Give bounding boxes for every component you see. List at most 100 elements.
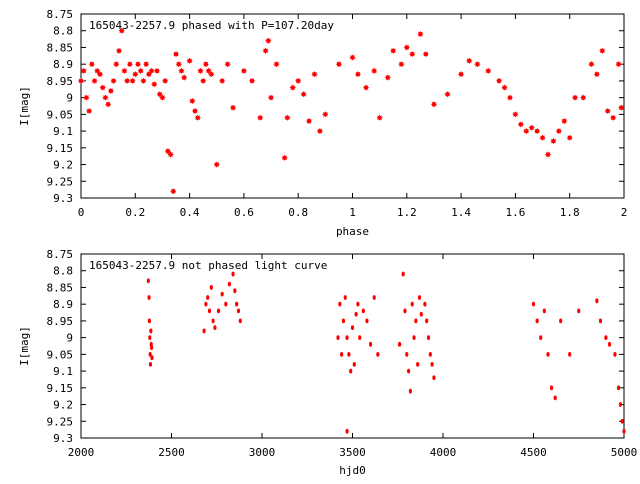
data-point xyxy=(474,60,481,68)
data-point xyxy=(336,335,340,341)
data-point xyxy=(227,281,232,287)
data-point xyxy=(506,94,514,101)
data-point xyxy=(618,104,625,111)
data-point xyxy=(147,318,152,324)
data-point xyxy=(110,77,117,85)
data-point xyxy=(580,94,587,101)
data-point xyxy=(300,91,307,98)
data-point xyxy=(273,60,280,68)
data-point xyxy=(340,351,344,357)
data-point xyxy=(361,308,365,314)
x-tick-label: 0.2 xyxy=(125,206,145,219)
data-point xyxy=(495,77,503,85)
plot-frame xyxy=(80,13,625,199)
data-point xyxy=(186,57,193,65)
data-point xyxy=(305,117,313,125)
data-point xyxy=(616,385,621,391)
data-point xyxy=(397,341,402,347)
data-point xyxy=(189,97,196,105)
y-tick-label: 9.2 xyxy=(53,399,73,412)
data-point xyxy=(354,71,362,78)
x-tick-label: 0.8 xyxy=(288,206,308,219)
x-tick-label: 1 xyxy=(349,206,356,219)
data-point xyxy=(335,60,343,68)
x-tick-label: 3500 xyxy=(339,446,366,459)
y-tick-label: 9 xyxy=(66,92,73,105)
data-point xyxy=(535,318,539,324)
data-point xyxy=(430,101,438,108)
data-point xyxy=(338,301,342,307)
data-point xyxy=(422,50,429,58)
y-axis-label: I[mag] xyxy=(18,326,31,366)
data-point xyxy=(153,67,161,75)
data-point xyxy=(172,50,180,58)
data-point xyxy=(104,101,112,108)
data-point xyxy=(197,67,204,75)
x-axis-label: phase xyxy=(336,225,369,238)
data-point xyxy=(604,335,608,341)
data-point xyxy=(457,71,465,78)
data-point xyxy=(533,127,541,135)
data-point xyxy=(121,67,128,75)
data-point xyxy=(390,47,397,54)
data-point xyxy=(194,114,201,121)
data-point xyxy=(539,335,543,341)
data-point xyxy=(129,77,136,85)
data-point xyxy=(604,107,611,115)
data-point xyxy=(409,50,416,58)
data-point xyxy=(211,318,215,324)
data-point xyxy=(365,318,369,324)
data-point xyxy=(267,94,275,101)
y-tick-label: 9.2 xyxy=(53,159,73,172)
data-point xyxy=(384,74,391,81)
y-tick-label: 8.95 xyxy=(47,75,74,88)
data-point xyxy=(417,295,422,300)
data-point xyxy=(410,301,414,307)
data-point xyxy=(207,308,212,314)
data-point xyxy=(517,121,525,128)
data-point xyxy=(523,127,530,135)
data-point xyxy=(345,335,349,341)
data-point xyxy=(148,67,155,75)
data-point xyxy=(403,44,410,51)
data-point xyxy=(224,60,231,68)
data-point xyxy=(349,54,356,61)
y-tick-label: 9 xyxy=(66,332,73,345)
x-tick-label: 1.6 xyxy=(505,206,525,219)
data-point xyxy=(216,308,221,314)
data-point xyxy=(147,295,151,300)
data-point xyxy=(220,291,224,297)
data-point xyxy=(550,385,554,391)
data-point xyxy=(539,134,546,141)
y-tick-label: 8.85 xyxy=(47,281,74,294)
y-tick-label: 9.05 xyxy=(47,348,74,361)
data-point xyxy=(151,81,158,88)
data-point xyxy=(559,318,563,324)
data-point xyxy=(347,351,351,357)
y-axis-label: I[mag] xyxy=(18,86,31,126)
y-tick-label: 8.9 xyxy=(53,298,73,311)
y-tick-label: 8.9 xyxy=(53,58,73,71)
data-point xyxy=(550,137,557,145)
data-point xyxy=(352,362,356,367)
data-point xyxy=(322,111,329,118)
data-point xyxy=(414,318,418,324)
data-point xyxy=(316,127,324,135)
data-point xyxy=(615,60,622,68)
data-point xyxy=(423,301,427,307)
y-tick-label: 9.3 xyxy=(53,432,73,445)
y-tick-label: 9.25 xyxy=(47,175,74,188)
data-point xyxy=(77,77,85,85)
data-point xyxy=(209,285,213,290)
y-tick-label: 9.05 xyxy=(47,108,74,121)
data-point xyxy=(140,77,147,85)
data-point xyxy=(512,111,519,118)
data-point xyxy=(107,87,115,95)
data-point xyxy=(191,107,199,115)
data-point xyxy=(546,351,550,357)
data-point xyxy=(354,311,358,317)
data-point xyxy=(132,71,139,78)
data-point xyxy=(148,362,153,367)
data-point xyxy=(622,428,626,434)
